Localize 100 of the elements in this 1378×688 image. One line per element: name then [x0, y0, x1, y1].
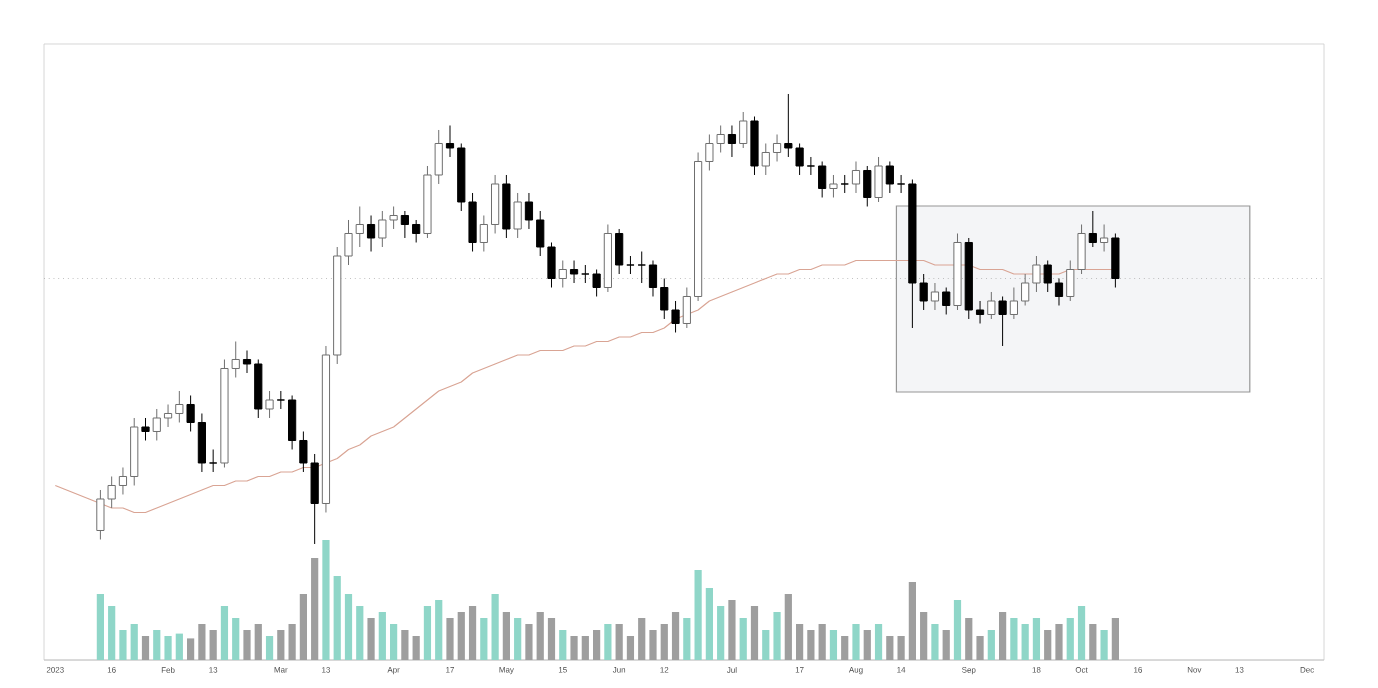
bar	[1044, 630, 1052, 660]
candlestick	[558, 260, 567, 288]
candlestick	[727, 124, 737, 158]
bar	[750, 606, 759, 660]
bar	[187, 638, 195, 660]
bar	[333, 576, 341, 660]
candlestick	[1111, 232, 1120, 288]
bar	[164, 636, 172, 660]
bar	[130, 624, 138, 660]
bar	[920, 612, 928, 660]
bar	[243, 630, 251, 660]
candlestick	[1099, 223, 1109, 252]
bar	[807, 630, 815, 660]
bar	[401, 630, 409, 660]
bar	[547, 618, 556, 660]
bar	[119, 630, 127, 660]
candlestick	[502, 174, 511, 239]
bar	[1077, 606, 1086, 660]
bar	[299, 594, 307, 660]
bar	[908, 582, 916, 660]
candlestick	[569, 260, 579, 284]
bar	[976, 636, 984, 660]
bar	[649, 630, 657, 660]
bar	[108, 606, 116, 660]
candlestick	[739, 111, 748, 149]
bar	[390, 624, 398, 660]
bar	[480, 618, 488, 660]
bar	[277, 630, 285, 660]
bar	[581, 636, 589, 660]
bar	[412, 636, 420, 660]
bar	[739, 618, 747, 660]
candlestick	[987, 291, 996, 320]
bar	[220, 606, 229, 660]
bar	[175, 633, 183, 660]
candlestick	[603, 223, 612, 293]
candlestick	[141, 417, 150, 441]
bar	[446, 618, 454, 660]
bar	[525, 624, 533, 660]
bar	[559, 630, 567, 660]
candlestick	[366, 214, 376, 252]
bar	[322, 540, 330, 660]
bar	[953, 600, 962, 660]
bar	[638, 618, 646, 660]
bar	[965, 618, 973, 660]
bar	[931, 624, 939, 660]
bar	[705, 588, 713, 660]
bar	[1021, 624, 1029, 660]
bar	[841, 636, 849, 660]
bar	[717, 606, 725, 660]
bar	[356, 606, 364, 660]
bar	[818, 624, 826, 660]
bar	[773, 612, 781, 660]
bar	[198, 624, 206, 660]
bar	[536, 612, 544, 660]
bar	[570, 636, 578, 660]
candlestick	[851, 160, 861, 194]
candlestick	[998, 296, 1007, 347]
bar	[265, 636, 274, 660]
bar	[886, 636, 894, 660]
bar	[762, 630, 770, 660]
bar	[660, 624, 668, 660]
bar	[311, 558, 319, 660]
candlestick	[942, 287, 951, 315]
bar	[1089, 624, 1097, 660]
bar	[1032, 618, 1041, 660]
bar	[502, 612, 510, 660]
bar	[728, 600, 736, 660]
bar	[367, 618, 375, 660]
candlestick	[863, 165, 872, 207]
bar	[942, 630, 950, 660]
bar	[1066, 618, 1074, 660]
bar	[615, 624, 623, 660]
bar	[153, 630, 161, 660]
bar	[232, 618, 240, 660]
bar	[671, 612, 680, 660]
bar	[795, 624, 804, 660]
bar	[491, 594, 499, 660]
bar	[288, 624, 296, 660]
candlestick	[615, 228, 624, 275]
bar	[1010, 618, 1018, 660]
bar	[604, 624, 612, 660]
bar	[863, 630, 871, 660]
bar	[874, 624, 883, 660]
bar	[423, 606, 432, 660]
bar	[626, 636, 635, 660]
candlestick	[750, 115, 759, 176]
bar	[141, 636, 150, 660]
bar	[514, 618, 522, 660]
bar	[1111, 618, 1119, 660]
bar	[852, 624, 860, 660]
candlestick	[874, 156, 883, 203]
bar	[683, 618, 691, 660]
bar	[1100, 630, 1108, 660]
bar	[435, 600, 443, 660]
bar	[468, 606, 477, 660]
bar	[96, 594, 104, 660]
bar	[593, 630, 601, 660]
bar	[1055, 624, 1063, 660]
candlestick	[930, 282, 940, 311]
candlestick	[265, 390, 274, 419]
